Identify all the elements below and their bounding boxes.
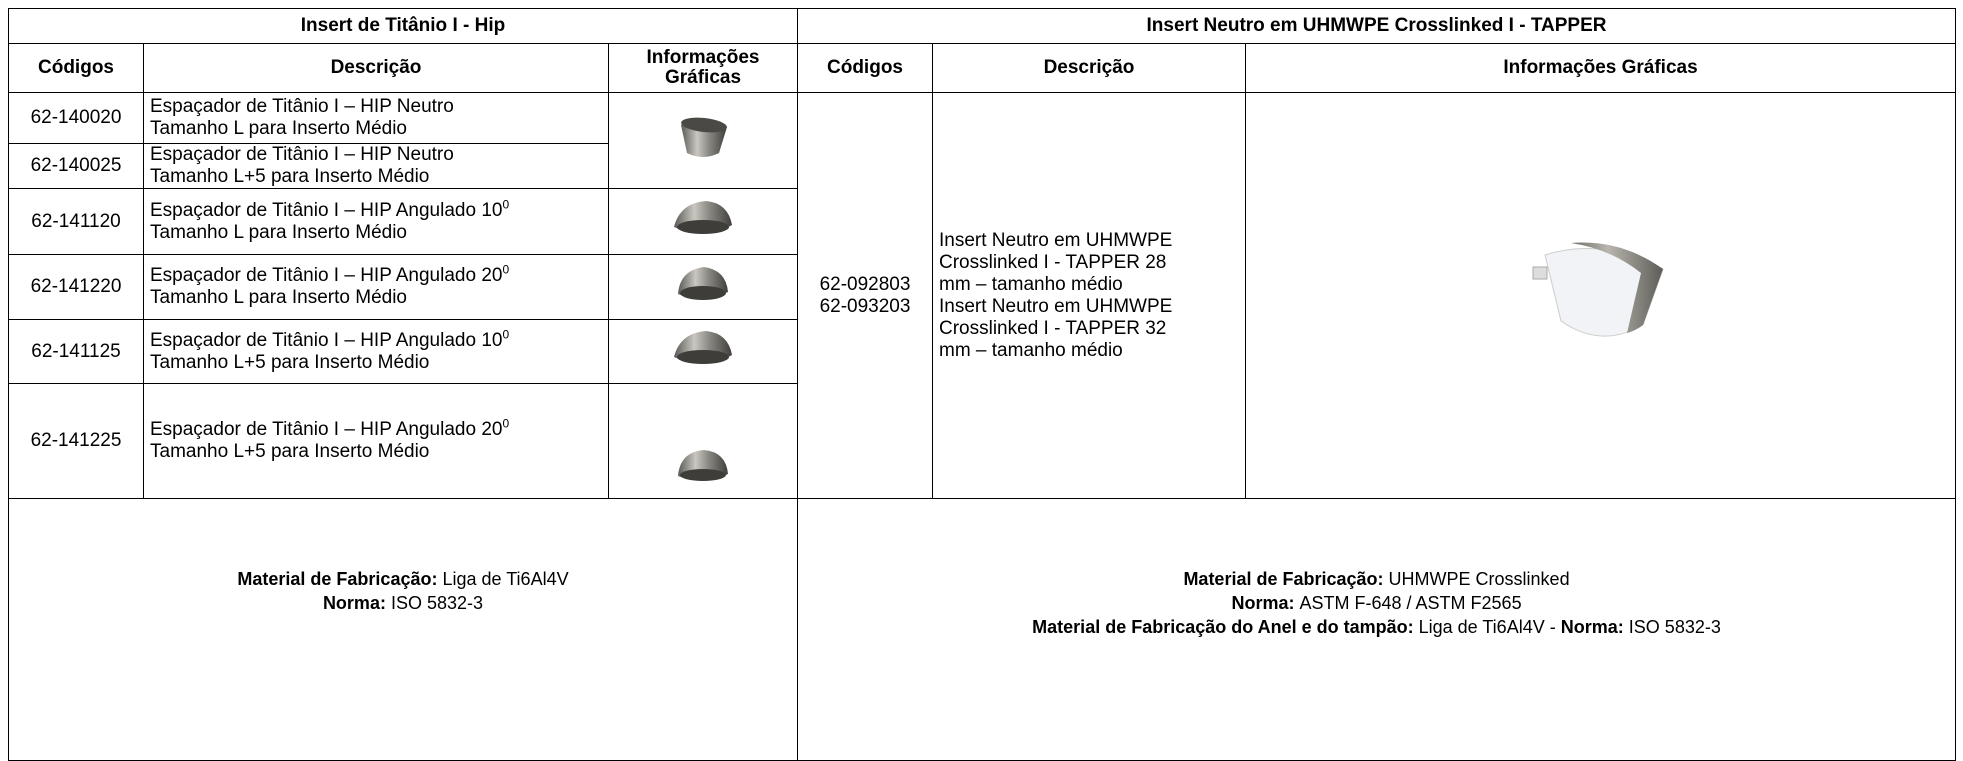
description-line: Crosslinked I - TAPPER 32	[939, 317, 1167, 339]
cup-rim	[680, 469, 726, 481]
code: 62-092803	[819, 273, 911, 295]
description-line: Tamanho L+5 para Inserto Médio	[150, 351, 430, 373]
insert-band	[1570, 242, 1663, 333]
code: 62-140020	[8, 92, 144, 144]
footer-value: Liga de Ti6Al4V	[442, 569, 569, 589]
description-line: Espaçador de Titânio I – HIP Angulado 20	[150, 419, 503, 440]
footer-label: Material de Fabricação do Anel e do tamp…	[1032, 617, 1414, 637]
product-image	[608, 188, 798, 255]
description: Espaçador de Titânio I – HIP Angulado 10…	[143, 188, 609, 255]
code: 62-141225	[8, 383, 144, 499]
cup-rim	[677, 219, 729, 234]
cup-rim	[680, 286, 726, 300]
footer-value: Liga de Ti6Al4V -	[1418, 617, 1556, 637]
description-line: Insert Neutro em UHMWPE	[939, 229, 1173, 251]
cup-icon	[674, 330, 732, 364]
product-image	[1244, 92, 1957, 499]
description-line: Espaçador de Titânio I – HIP Angulado 20	[150, 265, 503, 286]
section-title: Insert de Titânio I - Hip	[8, 8, 798, 44]
description-line: Espaçador de Titânio I – HIP Neutro	[150, 96, 454, 117]
product-image	[608, 254, 798, 320]
description-line: mm – tamanho médio	[939, 273, 1123, 295]
column-header: Códigos	[8, 43, 144, 93]
column-header: Descrição	[932, 43, 1246, 93]
section-title: Insert Neutro em UHMWPE Crosslinked I - …	[796, 8, 1957, 44]
footer-label: Norma:	[1560, 617, 1624, 637]
footer-label: Material de Fabricação:	[1183, 569, 1384, 589]
description: Espaçador de Titânio I – HIP Angulado 20…	[143, 254, 609, 320]
insert-icon	[1532, 242, 1664, 336]
footer-value: ISO 5832-3	[1628, 617, 1721, 637]
description: Espaçador de Titânio I – HIP Angulado 10…	[143, 319, 609, 384]
cup-rim	[681, 117, 727, 132]
cup-icon	[674, 200, 732, 234]
cup-icon	[678, 267, 728, 300]
description-line: Tamanho L+5 para Inserto Médio	[150, 441, 430, 462]
footer-line: Material de Fabricação do Anel e do tamp…	[804, 615, 1949, 639]
column-header: Informações Gráficas	[608, 43, 798, 93]
column-header: Códigos	[797, 43, 933, 93]
code: 62-141220	[8, 254, 144, 320]
description-line: Tamanho L para Inserto Médio	[150, 221, 408, 243]
footer: Material de Fabricação: UHMWPE Crosslinke…	[796, 498, 1957, 761]
superscript: 0	[502, 197, 510, 212]
product-image	[608, 92, 798, 189]
cup-icon	[678, 450, 728, 481]
cup-rim	[677, 349, 729, 364]
superscript: 0	[502, 327, 510, 342]
cup-icon	[681, 117, 727, 157]
column-header: Descrição	[143, 43, 609, 93]
description-line: Insert Neutro em UHMWPE	[939, 295, 1173, 317]
product-image	[608, 319, 798, 384]
description: Insert Neutro em UHMWPE Crosslinked I - …	[932, 92, 1246, 499]
code: 62-140025	[8, 143, 144, 189]
spec-table: Insert de Titânio I - Hip Insert Neutro …	[8, 8, 1957, 761]
insert-tab	[1532, 266, 1548, 279]
footer-label: Norma:	[1231, 593, 1295, 613]
code: 62-093203	[819, 295, 911, 317]
superscript: 0	[502, 262, 510, 277]
footer-line: Norma: ISO 5832-3	[15, 591, 791, 615]
description-line: Tamanho L+5 para Inserto Médio	[150, 166, 430, 187]
code: 62-141120	[8, 188, 144, 255]
footer-line: Material de Fabricação: UHMWPE Crosslinke…	[804, 567, 1949, 591]
footer-value: ASTM F-648 / ASTM F2565	[1299, 593, 1522, 613]
description-line: Espaçador de Titânio I – HIP Angulado 10	[150, 329, 503, 351]
code: 62-141125	[8, 319, 144, 384]
superscript: 0	[502, 416, 510, 431]
footer-line: Norma: ASTM F-648 / ASTM F2565	[804, 591, 1949, 615]
description-line: Crosslinked I - TAPPER 28	[939, 251, 1167, 273]
footer-value: ISO 5832-3	[390, 593, 484, 613]
description: Espaçador de Titânio I – HIP Neutro Taman…	[143, 143, 609, 189]
description: Espaçador de Titânio I – HIP Angulado 20…	[143, 383, 609, 499]
description-line: Espaçador de Titânio I – HIP Angulado 10	[150, 199, 503, 221]
product-image	[608, 383, 798, 499]
description-line: mm – tamanho médio	[939, 339, 1123, 361]
description-line: Espaçador de Titânio I – HIP Neutro	[150, 144, 454, 166]
footer-value: UHMWPE Crosslinked	[1388, 569, 1570, 589]
footer-label: Norma:	[322, 593, 386, 613]
description-line: Tamanho L para Inserto Médio	[150, 287, 408, 308]
footer-label: Material de Fabricação:	[237, 569, 438, 589]
description-line: Tamanho L para Inserto Médio	[150, 118, 408, 139]
column-header: Informações Gráficas	[1244, 43, 1957, 93]
footer: Material de Fabricação: Liga de Ti6Al4V No…	[8, 498, 798, 761]
codes: 62-092803 62-093203	[797, 92, 933, 499]
footer-line: Material de Fabricação: Liga de Ti6Al4V	[15, 567, 791, 591]
description: Espaçador de Titânio I – HIP Neutro Taman…	[143, 92, 609, 144]
